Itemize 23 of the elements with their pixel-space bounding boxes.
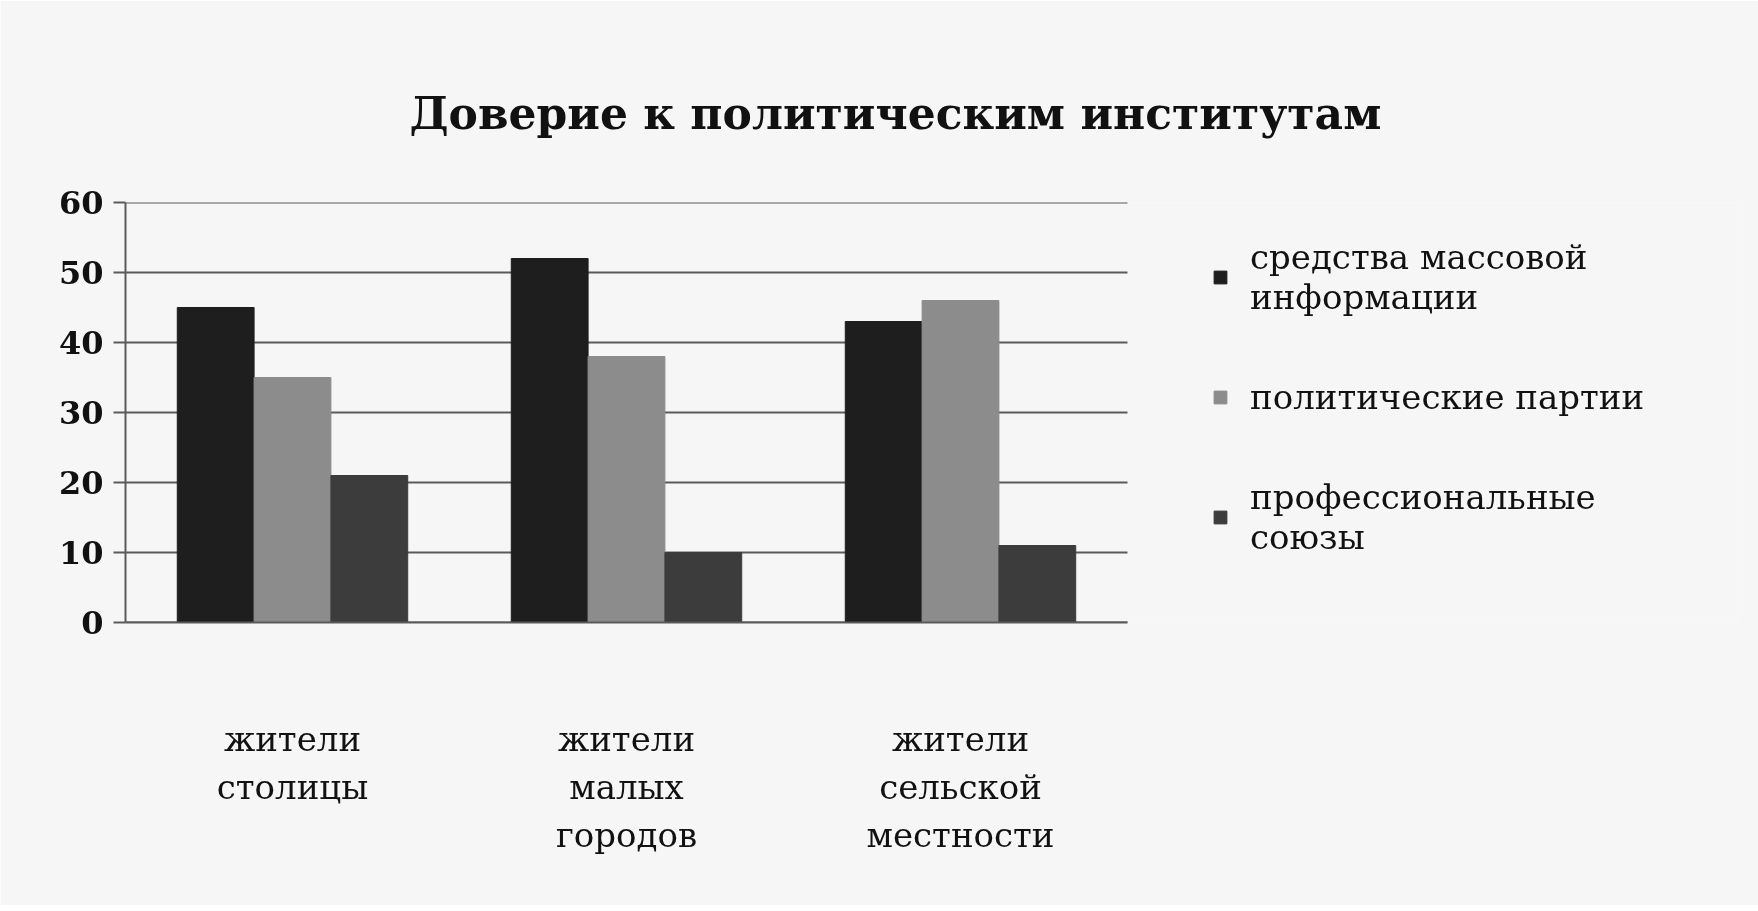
bar bbox=[330, 475, 409, 623]
legend-label: политические партии bbox=[1250, 377, 1645, 417]
y-tick-label: 0 bbox=[81, 604, 104, 642]
bar bbox=[510, 258, 589, 623]
y-tick-label: 60 bbox=[58, 184, 104, 222]
y-tick-label: 50 bbox=[58, 254, 104, 292]
y-tick-label: 10 bbox=[58, 534, 104, 572]
y-tick-label: 20 bbox=[58, 464, 104, 502]
x-tick-label: жители сельской местности bbox=[866, 718, 1055, 855]
bar bbox=[253, 377, 332, 623]
x-tick-label: жители столицы bbox=[216, 718, 369, 807]
bar bbox=[664, 552, 743, 623]
bar bbox=[921, 300, 1000, 623]
bar bbox=[998, 545, 1077, 623]
bar bbox=[587, 356, 666, 623]
legend-label: средства массовой информации bbox=[1250, 237, 1588, 317]
legend-label: профессиональные союзы bbox=[1250, 477, 1596, 557]
chart-title: Доверие к политическим институтам bbox=[409, 87, 1382, 139]
y-tick-label: 30 bbox=[58, 394, 104, 432]
bar bbox=[176, 307, 255, 623]
bar bbox=[844, 321, 923, 623]
y-tick-label: 40 bbox=[58, 324, 104, 362]
x-tick-label: жители малых городов bbox=[555, 718, 698, 855]
